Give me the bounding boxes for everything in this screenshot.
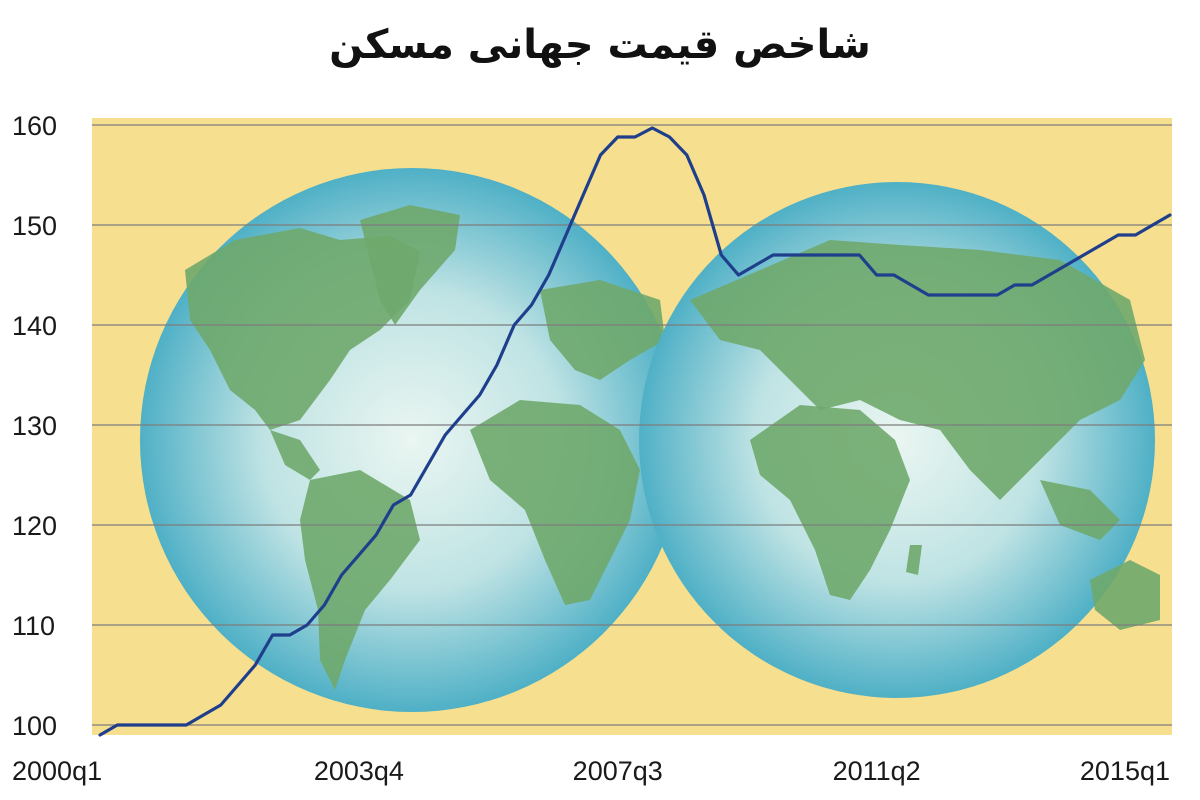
y-tick-label: 140 xyxy=(12,311,57,341)
x-tick-label: 2015q1 xyxy=(1080,756,1170,786)
y-tick-label: 160 xyxy=(12,111,57,141)
x-tick-label: 2003q4 xyxy=(314,756,404,786)
y-axis-ticks: 100 110 120 130 140 150 160 xyxy=(12,111,57,741)
y-tick-label: 120 xyxy=(12,511,57,541)
x-tick-label: 2011q2 xyxy=(833,756,921,786)
y-tick-label: 110 xyxy=(12,611,55,641)
x-tick-label: 2007q3 xyxy=(573,756,663,786)
gridlines xyxy=(92,124,1172,726)
y-tick-label: 150 xyxy=(12,211,57,241)
x-axis-ticks: 2000q1 2003q4 2007q3 2011q2 2015q1 xyxy=(12,756,1170,786)
y-tick-label: 130 xyxy=(12,411,57,441)
series-line xyxy=(98,126,1172,737)
x-tick-label: 2000q1 xyxy=(12,756,102,786)
y-tick-label: 100 xyxy=(12,711,57,741)
series-layer xyxy=(98,126,1172,737)
chart-title: شاخص قیمت جهانی مسکن xyxy=(329,22,871,68)
globe-west xyxy=(140,168,684,712)
